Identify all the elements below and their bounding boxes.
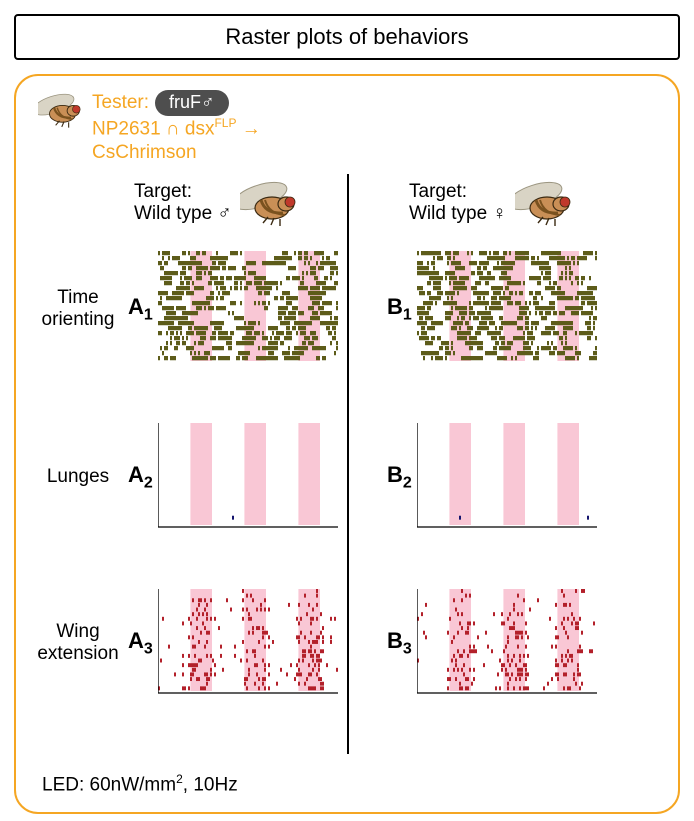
led-note: LED: 60nW/mm2, 10Hz	[42, 772, 238, 796]
target-a: Target: Wild type ♂	[134, 178, 300, 228]
target-b-l2: Wild type ♀	[409, 203, 507, 225]
target-b-l1: Target:	[409, 181, 507, 203]
raster-b2	[417, 423, 597, 531]
target-a-l2: Wild type ♂	[134, 203, 232, 225]
raster-a3	[158, 589, 338, 697]
column-b: Target: Wild type ♀ B1 B2 B3	[347, 186, 678, 754]
genotype-line: NP2631 ∩ dsx	[92, 118, 214, 139]
target-b: Target: Wild type ♀	[409, 178, 575, 228]
panel-label-b2: B2	[387, 462, 412, 492]
tester-block: Tester: fruF♂ NP2631 ∩ dsxFLP → CsChrims…	[38, 90, 261, 164]
genotype-arrow: →	[236, 118, 260, 139]
fly-icon	[515, 178, 575, 228]
fly-icon	[38, 90, 84, 130]
row-a3: Wingextension A3	[16, 584, 347, 702]
tester-label: Tester:	[92, 91, 149, 115]
columns: Target: Wild type ♂ Timeorienting A1 Lun…	[16, 186, 678, 754]
figure-title: Raster plots of behaviors	[14, 14, 680, 60]
raster-b3	[417, 589, 597, 697]
fly-icon	[240, 178, 300, 228]
fruF-badge: fruF♂	[155, 90, 229, 116]
tester-text: Tester: fruF♂ NP2631 ∩ dsxFLP → CsChrims…	[92, 90, 261, 164]
row-b3: B3	[347, 584, 678, 702]
genotype-sup: FLP	[214, 116, 236, 130]
raster-a2	[158, 423, 338, 531]
effector: CsChrimson	[92, 141, 261, 165]
row-b2: B2	[347, 418, 678, 536]
panel-label-a1: A1	[128, 294, 153, 324]
main-panel: Tester: fruF♂ NP2631 ∩ dsxFLP → CsChrims…	[14, 74, 680, 814]
fruF-badge-text: fruF♂	[169, 92, 215, 114]
raster-b1	[417, 251, 597, 367]
panel-label-a3: A3	[128, 628, 153, 658]
target-a-l1: Target:	[134, 181, 232, 203]
row-b1: B1	[347, 250, 678, 368]
row-a1: Timeorienting A1	[16, 250, 347, 368]
panel-label-a2: A2	[128, 462, 153, 492]
row-a2: Lunges A2	[16, 418, 347, 536]
raster-a1	[158, 251, 338, 367]
panel-label-b1: B1	[387, 294, 412, 324]
figure-title-text: Raster plots of behaviors	[225, 24, 468, 49]
panel-label-b3: B3	[387, 628, 412, 658]
column-a: Target: Wild type ♂ Timeorienting A1 Lun…	[16, 186, 347, 754]
